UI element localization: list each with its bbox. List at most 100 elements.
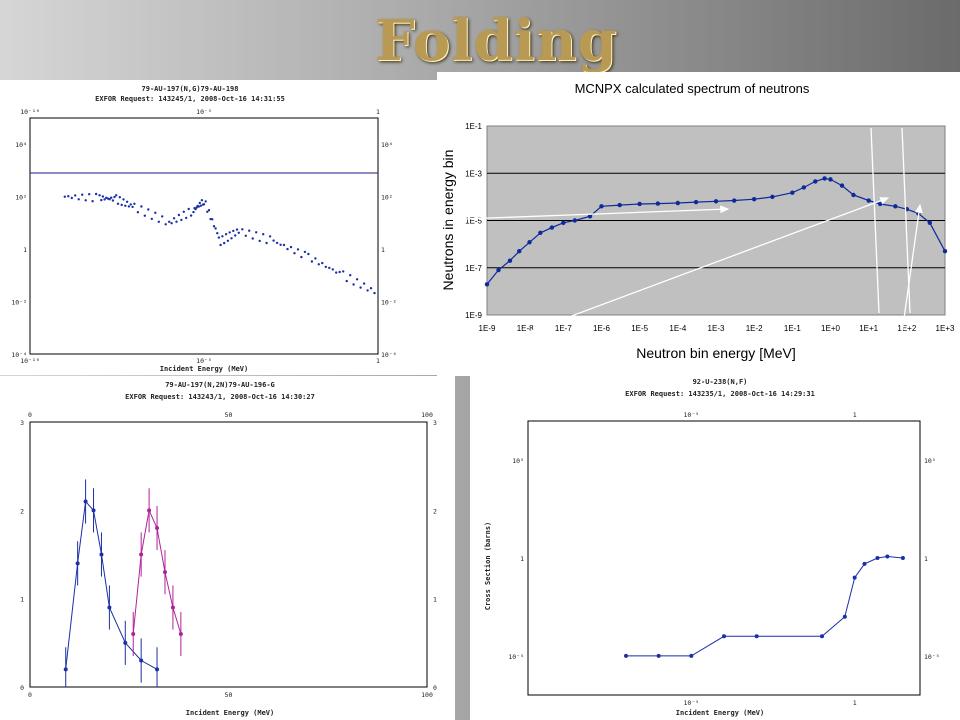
au-ng-data-point [100,198,103,202]
au-ng-data-point [212,225,216,228]
au-n2n-data-point [131,632,136,636]
au-n2n-top-tick-label: 0 [28,411,32,419]
mcnpx-data-point [527,240,532,245]
au-ng-data-point [140,205,143,208]
au-ng-chart-panel: 79-AU-197(N,G)79-AU-198 EXFOR Request: 1… [0,80,437,375]
mcnpx-data-point [770,194,775,200]
au-ng-data-point [81,193,84,196]
au-n2n-data-point [63,667,68,672]
au-ng-data-point [202,203,206,206]
mcnpx-data-point [927,220,933,225]
au-ng-data-point [206,210,209,213]
au-n2n-header-reaction: 79-AU-197(N,2N)79-AU-196-G [165,381,275,389]
au-ng-data-point [366,289,369,292]
au-ng-data-point [164,223,167,226]
au-n2n-bottom-tick-label: 50 [225,691,233,699]
au-ng-data-point [192,210,195,214]
u-nf-bottom-tick-label: 1 [853,699,857,707]
au-n2n-data-point [178,632,183,636]
u-nf-plot-frame [527,420,921,696]
au-n2n-data-point [155,667,160,672]
mcnpx-data-point [713,199,719,204]
au-ng-data-point [143,214,146,217]
au-ng-data-point [300,255,303,259]
u-nf-axis-ticks: 10⁻⁵ 1 10⁻⁵ 1 10⁵ 1 10⁻⁵ 10⁵ 1 10⁻⁵ [508,411,939,707]
au-ng-data-point [133,202,136,205]
mcnpx-title: MCNPX calculated spectrum of neutrons [575,81,810,96]
u-nf-data-point [842,614,847,619]
au-ng-data-point [272,239,275,242]
u-nf-top-tick-label: 1 [853,411,857,419]
au-ng-left-tick-label: 10² [15,194,27,202]
au-ng-data-point [293,252,296,255]
au-ng-data-point [111,199,115,202]
au-ng-data-point [248,229,251,232]
au-ng-data-point [338,270,341,274]
mcnpx-data-point [484,282,490,287]
au-n2n-data-point [139,658,144,663]
au-ng-data-point [314,257,317,260]
au-ng-right-tick-label: 10² [381,194,393,202]
au-n2n-data-point [139,552,144,557]
au-ng-data-point [103,198,106,201]
mcnpx-data-point [851,192,856,198]
u-nf-y-axis-label: Cross Section (barns) [484,522,492,611]
au-ng-bottom-tick-label: 10⁻¹⁰ [20,357,40,365]
mcnpx-data-point [517,249,522,254]
au-ng-data-point [131,205,134,209]
au-n2n-data-point [83,499,88,504]
mcnpx-data-point [507,258,513,263]
mcnpx-data-point [675,200,681,206]
au-ng-data-point [310,260,314,263]
u-nf-data-point [852,575,857,580]
au-ng-header-request: EXFOR Request: 143245/1, 2008-Oct-16 14:… [95,95,285,103]
au-ng-data-point [129,203,132,206]
au-ng-data-point [172,217,176,220]
au-ng-data-point [91,200,94,203]
au-ng-data-point [221,235,224,238]
mcnpx-data-point [561,220,566,225]
au-ng-plot-frame [29,117,379,355]
au-ng-data-point [324,265,327,269]
au-ng-data-point [177,213,181,217]
au-n2n-data-point [107,605,112,610]
au-n2n-header-request: EXFOR Request: 143243/1, 2008-Oct-16 14:… [125,393,315,401]
au-ng-data-point [197,205,200,208]
u-nf-left-tick-label: 10⁻⁵ [508,653,524,661]
au-n2n-right-tick-label: 0 [433,684,437,692]
au-ng-right-tick-label: 10⁻⁴ [381,351,397,359]
mcnpx-y-tick-label: 1E-5 [465,217,482,226]
au-ng-data-point [342,270,345,273]
au-n2n-chart-panel: 79-AU-197(N,2N)79-AU-196-G EXFOR Request… [0,376,455,720]
mcnpx-y-tick-label: 1E-1 [465,122,482,131]
u-nf-left-tick-label: 10⁵ [512,457,524,465]
au-ng-data-point [282,243,286,247]
mcnpx-y-tick-label: 1E-3 [465,169,482,178]
u-nf-data-point [875,556,880,560]
mcnpx-y-tick-label: 1E-7 [465,264,482,273]
au-n2n-data-point [147,508,152,513]
mcnpx-data-point [904,207,910,212]
au-ng-data-point [216,232,219,235]
au-ng-x-axis-label: Incident Energy (MeV) [160,365,249,373]
au-ng-data-point [180,218,183,222]
au-ng-data-point [170,222,173,225]
slide-title: Folding [375,8,618,74]
au-ng-data-point [122,198,125,201]
au-ng-data-point [234,234,237,237]
u-nf-bottom-tick-label: 10⁻⁵ [684,699,700,707]
au-ng-data-point [200,199,204,202]
au-ng-data-point [241,228,244,231]
au-ng-right-tick-label: 10⁻² [381,299,397,307]
au-ng-data-point [127,205,131,208]
au-ng-data-point [237,231,240,234]
au-ng-data-point [77,198,80,201]
au-ng-data-point [265,241,268,245]
mcnpx-data-point [637,201,642,207]
u-nf-data-point [862,561,867,566]
au-ng-data-point [232,229,235,233]
au-n2n-data-point [170,605,175,610]
au-ng-data-point [187,207,190,211]
mcnpx-data-point [655,201,661,206]
mcnpx-x-tick-label: 1E-2 [746,324,763,333]
